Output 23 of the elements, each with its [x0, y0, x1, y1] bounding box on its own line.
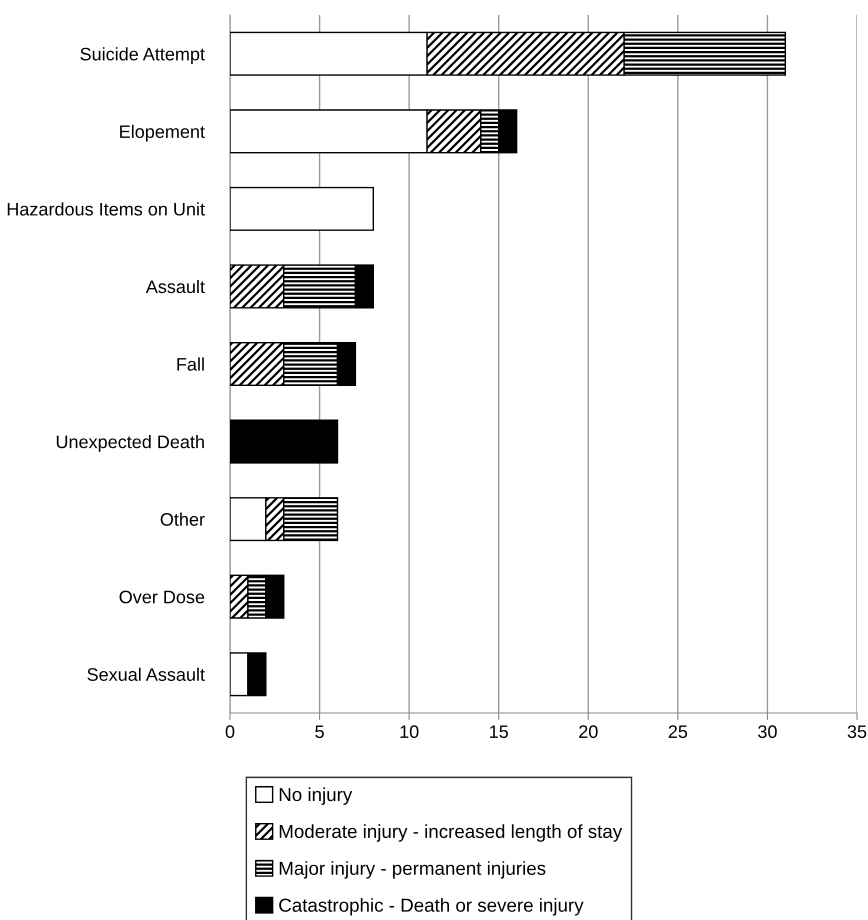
x-tick-label: 25	[668, 725, 688, 738]
y-tick-label: Fall	[177, 357, 204, 371]
legend-label: No injury	[280, 787, 352, 805]
y-tick-label: Other	[160, 512, 205, 526]
bar	[230, 420, 338, 464]
y-tick-label: Hazardous Items on Unit	[8, 202, 205, 216]
x-tick-label: 30	[758, 725, 777, 738]
legend-label: Catastrophic - Death or severe injury	[279, 898, 584, 916]
legend-label: Major injury - permanent injuries	[280, 861, 546, 879]
x-tick-label: 35	[848, 725, 866, 738]
y-tick-label: Unexpected Death	[56, 435, 204, 452]
x-tick-label: 20	[579, 725, 598, 738]
y-tick-label: Over Dose	[120, 590, 204, 604]
legend-label: Moderate injury - increased length of stay	[280, 824, 622, 842]
y-tick-label: Elopement	[120, 124, 205, 142]
y-tick-label: Assault	[146, 280, 205, 294]
x-tick-label: 10	[400, 725, 418, 738]
bar	[230, 186, 374, 231]
x-tick-label: 5	[315, 725, 324, 738]
y-tick-label: Sexual Assault	[87, 668, 205, 681]
x-tick-label: 15	[490, 725, 508, 738]
y-tick-label: Suicide Attempt	[80, 47, 205, 64]
x-tick-label: 0	[226, 725, 234, 738]
